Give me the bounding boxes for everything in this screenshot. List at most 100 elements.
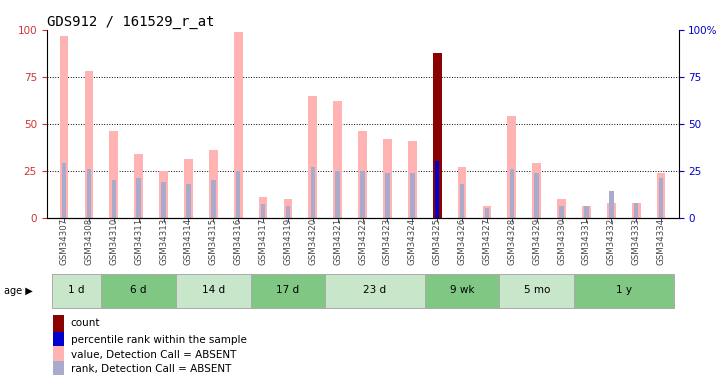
Bar (53, 346, 65, 363)
Bar (60, 36, 68, 218)
Text: count: count (70, 318, 101, 328)
Bar (557, 199, 566, 217)
Bar (186, 184, 191, 218)
Bar (358, 131, 367, 218)
Text: rank, Detection Call = ABSENT: rank, Detection Call = ABSENT (70, 364, 231, 374)
Text: GSM34328: GSM34328 (508, 217, 516, 265)
Bar (261, 204, 266, 218)
Bar (286, 206, 290, 218)
Text: GSM34321: GSM34321 (333, 217, 342, 265)
Bar (111, 180, 116, 218)
Bar (410, 172, 414, 217)
Text: GSM34334: GSM34334 (656, 217, 666, 265)
Text: GSM34313: GSM34313 (159, 217, 168, 265)
Bar (510, 169, 514, 217)
Text: 17 d: 17 d (276, 285, 299, 295)
Text: GSM34333: GSM34333 (632, 217, 640, 265)
Text: GSM34310: GSM34310 (109, 217, 118, 265)
Bar (657, 172, 666, 217)
Bar (335, 171, 340, 217)
Text: GSM34316: GSM34316 (234, 217, 243, 265)
Text: value, Detection Call = ABSENT: value, Detection Call = ABSENT (70, 350, 236, 360)
Bar (162, 182, 166, 218)
Text: 14 d: 14 d (202, 285, 225, 295)
Text: 9 wk: 9 wk (450, 285, 475, 295)
Text: 6 d: 6 d (131, 285, 147, 295)
Bar (458, 167, 467, 218)
Text: GSM34319: GSM34319 (284, 217, 292, 265)
Text: 1 y: 1 y (616, 285, 632, 295)
Text: GDS912 / 161529_r_at: GDS912 / 161529_r_at (47, 15, 214, 29)
Bar (386, 172, 390, 217)
Bar (383, 139, 392, 218)
Text: 5 mo: 5 mo (523, 285, 550, 295)
Text: 23 d: 23 d (363, 285, 386, 295)
Text: GSM34314: GSM34314 (184, 217, 193, 265)
Bar (176, 274, 251, 308)
Bar (584, 206, 589, 218)
Bar (559, 206, 564, 218)
Bar (284, 199, 292, 217)
Bar (325, 274, 425, 308)
Bar (258, 197, 267, 217)
Text: percentile rank within the sample: percentile rank within the sample (70, 335, 246, 345)
Bar (87, 169, 91, 217)
Bar (234, 32, 243, 217)
Bar (159, 171, 168, 217)
Bar (136, 178, 141, 218)
Text: GSM34320: GSM34320 (308, 217, 317, 265)
Bar (211, 180, 215, 218)
Bar (408, 141, 416, 218)
Bar (659, 178, 663, 218)
Text: GSM34322: GSM34322 (358, 217, 367, 265)
Bar (500, 274, 574, 308)
Text: GSM34327: GSM34327 (482, 217, 491, 265)
Text: GSM34332: GSM34332 (607, 217, 616, 265)
Bar (574, 274, 673, 308)
Bar (425, 274, 500, 308)
Bar (62, 163, 66, 218)
Bar (433, 53, 442, 217)
Text: GSM34326: GSM34326 (457, 217, 467, 265)
Bar (609, 191, 614, 217)
Bar (634, 202, 638, 217)
Bar (251, 274, 325, 308)
Text: GSM34330: GSM34330 (557, 217, 566, 265)
Text: GSM34331: GSM34331 (582, 217, 591, 265)
Bar (460, 184, 465, 218)
Text: GSM34317: GSM34317 (258, 217, 268, 265)
Text: age ▶: age ▶ (4, 286, 32, 296)
Bar (52, 274, 101, 308)
Bar (582, 206, 591, 218)
Bar (53, 361, 65, 375)
Bar (134, 154, 143, 218)
Bar (534, 172, 539, 217)
Bar (485, 208, 489, 218)
Bar (85, 71, 93, 217)
Bar (184, 159, 193, 218)
Bar (508, 116, 516, 218)
Text: GSM34323: GSM34323 (383, 217, 392, 265)
Bar (607, 202, 616, 217)
Bar (435, 161, 439, 218)
Bar (109, 131, 118, 218)
Bar (309, 96, 317, 218)
Text: GSM34315: GSM34315 (209, 217, 218, 265)
Text: GSM34324: GSM34324 (408, 217, 417, 265)
Bar (360, 171, 365, 217)
Text: 1 d: 1 d (68, 285, 85, 295)
Bar (333, 101, 342, 217)
Bar (53, 332, 65, 349)
Bar (532, 163, 541, 218)
Bar (311, 167, 315, 218)
Text: GSM34325: GSM34325 (433, 217, 442, 265)
Text: GSM34307: GSM34307 (60, 217, 69, 265)
Bar (209, 150, 218, 217)
Bar (236, 171, 241, 217)
Text: GSM34311: GSM34311 (134, 217, 143, 265)
Bar (482, 206, 491, 218)
Bar (101, 274, 176, 308)
Bar (632, 202, 640, 217)
Bar (53, 315, 65, 332)
Text: GSM34308: GSM34308 (85, 217, 93, 265)
